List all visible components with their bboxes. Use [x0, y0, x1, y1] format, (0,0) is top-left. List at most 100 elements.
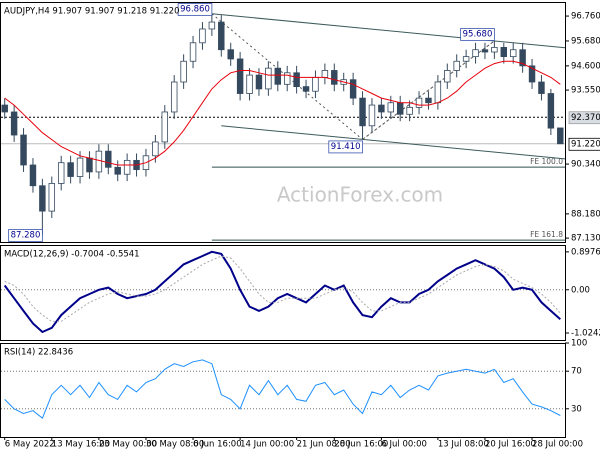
y-tick-label: 100 [571, 339, 587, 349]
swing-label-box [460, 28, 495, 41]
x-tick-label: 13 May 16:00 [52, 440, 110, 450]
y-tick-label: -1.0242 [571, 328, 600, 338]
swing-line [362, 40, 495, 140]
candle-body [331, 70, 338, 85]
candle-body [76, 157, 84, 177]
candle-body [48, 183, 56, 212]
indicator-line [4, 255, 561, 322]
candle-body [218, 21, 225, 51]
candle-body [105, 150, 112, 168]
swing-label: 87.280 [11, 231, 41, 241]
indicator-line [4, 359, 561, 420]
y-tick-label: 0.00 [571, 285, 590, 295]
swing-label: 91.410 [331, 142, 361, 152]
candle-body [161, 111, 169, 143]
level-axis-label-box [568, 111, 600, 125]
candle-body [152, 141, 159, 157]
price-axis-label-box [568, 137, 600, 151]
y-tick-label: 88.180 [571, 209, 600, 219]
candle-body [387, 102, 395, 113]
candle-body [557, 127, 564, 145]
y-tick-label: 30 [571, 404, 582, 414]
candle-body [415, 97, 423, 108]
y-tick-label: 70 [571, 367, 582, 377]
candle-body [293, 72, 300, 88]
candle-body [462, 56, 470, 62]
candle-body [453, 60, 460, 71]
candle-body [500, 47, 508, 58]
candle-body [378, 104, 385, 113]
candle-body [86, 157, 93, 173]
candle-body [302, 86, 310, 92]
candle-body [123, 159, 131, 175]
candle-body [95, 150, 103, 173]
candle-body [20, 134, 27, 166]
fe-label: FE 100.0 [530, 157, 563, 166]
candle-body [349, 79, 357, 99]
y-tick-label: 95.680 [571, 36, 600, 46]
candle-body [538, 81, 545, 94]
candle-body [114, 166, 121, 175]
candle-body [208, 21, 216, 30]
candle-body [189, 42, 197, 62]
panel-title: MACD(12,26,9) -0.7004 -0.5541 [4, 250, 140, 260]
watermark: ActionForex.com [277, 183, 443, 207]
candle-body [67, 162, 74, 177]
candle-body [312, 76, 319, 92]
candle-body [283, 72, 291, 85]
candle-body [227, 49, 234, 60]
x-tick-label: 21 Jun 08:00 [297, 440, 351, 450]
candle-body [528, 65, 536, 83]
channel-line [211, 13, 566, 49]
swing-label: 96.860 [180, 5, 210, 15]
x-tick-label: 30 May 08:00 [146, 440, 204, 450]
candle-body [425, 97, 432, 104]
candle-body [368, 104, 376, 127]
level-axis-label: 92.370 [571, 113, 600, 123]
candle-body [434, 81, 442, 104]
y-tick-label: 96.760 [571, 12, 600, 22]
y-tick-label: 94.600 [571, 61, 600, 71]
candle-body [274, 67, 282, 85]
moving-average [4, 60, 561, 166]
candle-body [1, 104, 8, 113]
candle-body [170, 81, 178, 113]
candle-body [509, 49, 517, 58]
panel-frame [0, 2, 566, 243]
panel-title: AUDJPY,H4 91.907 91.907 91.218 91.220 [4, 7, 180, 17]
y-tick-label: 90.340 [571, 160, 600, 170]
candle-body [406, 106, 413, 115]
x-tick-label: 28 Jul 00:00 [532, 440, 583, 450]
candle-body [547, 93, 555, 129]
swing-label-box [177, 3, 213, 16]
x-tick-label: 14 Jun 00:00 [240, 440, 294, 450]
candle-body [255, 74, 263, 90]
x-tick-label: 28 Jun 16:00 [334, 440, 388, 450]
panel-frame [0, 245, 566, 341]
swing-label-box [8, 229, 43, 242]
candle-body [472, 49, 479, 58]
panel-frame [0, 343, 566, 438]
candle-body [246, 74, 253, 94]
price-axis-label: 91.220 [571, 139, 600, 149]
candle-body [519, 49, 526, 67]
x-tick-label: 6 Jul 00:00 [381, 440, 427, 450]
swing-label: 95.680 [463, 29, 493, 39]
candle-body [39, 185, 46, 212]
channel-line [221, 125, 566, 160]
candle-body [180, 60, 187, 83]
x-tick-label: 13 Jul 08:00 [438, 440, 489, 450]
candle-body [199, 28, 206, 44]
y-tick-label: 0.8976 [571, 247, 600, 257]
x-tick-label: 23 May 00:00 [99, 440, 157, 450]
candle-body [57, 162, 65, 184]
candle-body [321, 70, 329, 78]
x-tick-label: 20 Jul 16:00 [485, 440, 536, 450]
candle-body [481, 49, 489, 53]
fe-label: FE 161.8 [530, 230, 563, 239]
candle-body [444, 70, 451, 83]
x-tick-label: 6 Jun 16:00 [193, 440, 242, 450]
